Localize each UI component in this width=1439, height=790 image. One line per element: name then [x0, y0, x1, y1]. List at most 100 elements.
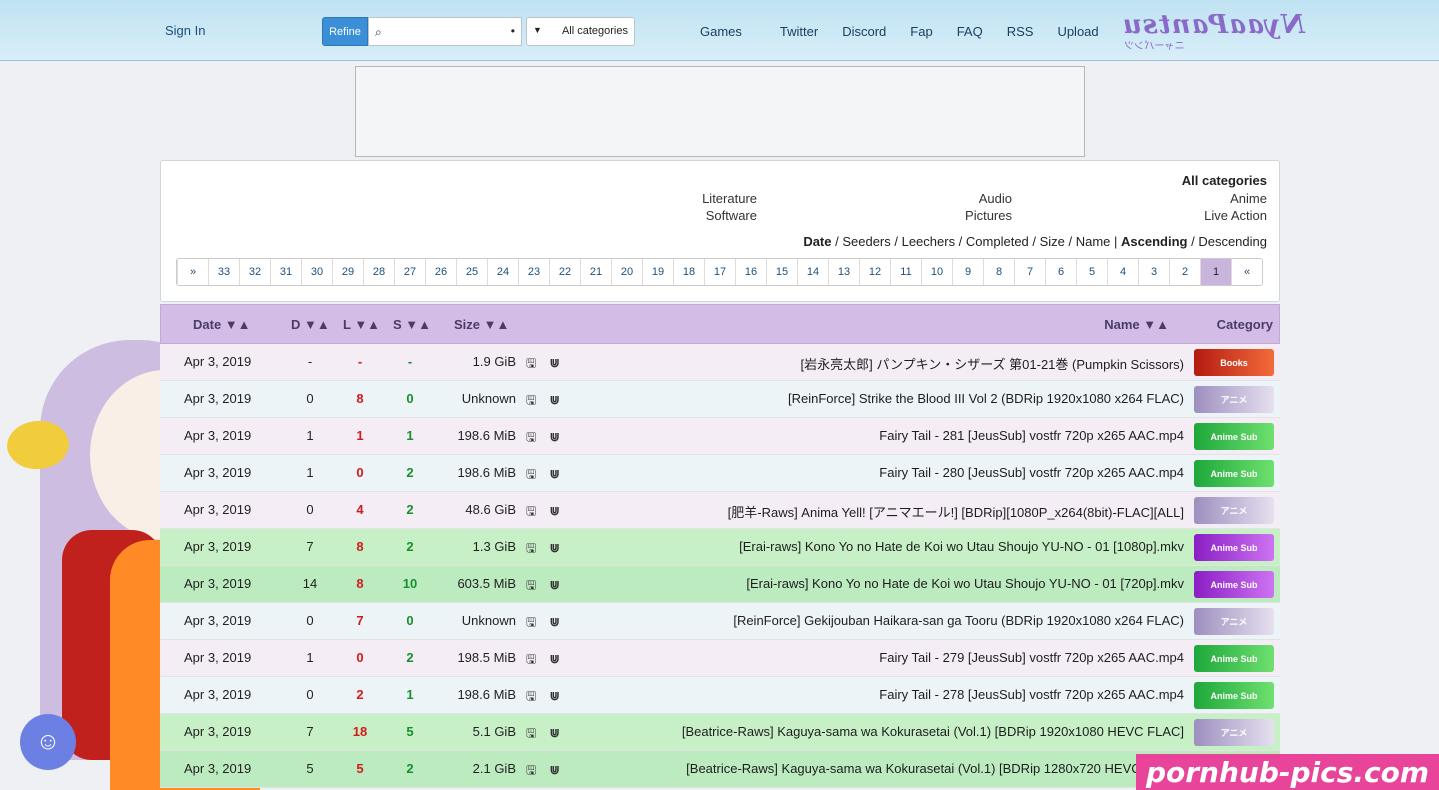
pagination-page-25[interactable]: 25	[456, 259, 487, 285]
category-live-action[interactable]: Live Action	[1204, 208, 1267, 223]
pagination-page-3[interactable]: 3	[1138, 259, 1169, 285]
pagination-page-28[interactable]: 28	[363, 259, 394, 285]
category-badge[interactable]: Anime Sub	[1194, 534, 1274, 561]
download-icon[interactable]: 🖫	[526, 430, 537, 444]
pagination-page-9[interactable]: 9	[952, 259, 983, 285]
nav-upload[interactable]: Upload	[1057, 24, 1099, 39]
nav-twitter[interactable]: Twitter	[779, 24, 819, 39]
download-icon[interactable]: 🖫	[526, 504, 537, 518]
download-icon[interactable]: 🖫	[526, 541, 537, 555]
pagination-page-23[interactable]: 23	[518, 259, 549, 285]
pagination-page-22[interactable]: 22	[549, 259, 580, 285]
pagination-page-7[interactable]: 7	[1014, 259, 1045, 285]
nav-rss[interactable]: RSS	[1006, 24, 1034, 39]
download-icon[interactable]: 🖫	[526, 615, 537, 629]
download-icon[interactable]: 🖫	[526, 356, 537, 370]
pagination-page-6[interactable]: 6	[1045, 259, 1076, 285]
torrent-name-link[interactable]: [ReinForce] Strike the Blood III Vol 2 (…	[788, 391, 1184, 406]
torrent-name-link[interactable]: Fairy Tail - 279 [JeusSub] vostfr 720p x…	[879, 650, 1184, 665]
pagination-page-8[interactable]: 8	[983, 259, 1014, 285]
pagination-page-17[interactable]: 17	[704, 259, 735, 285]
download-icon[interactable]: 🖫	[526, 763, 537, 777]
download-icon[interactable]: 🖫	[526, 689, 537, 703]
category-literature[interactable]: Literature	[702, 191, 757, 206]
download-icon[interactable]: 🖫	[526, 393, 537, 407]
nav-games[interactable]: Games	[700, 24, 742, 39]
torrent-name-link[interactable]: Fairy Tail - 280 [JeusSub] vostfr 720p x…	[879, 465, 1184, 480]
sort-date[interactable]: Date	[803, 234, 832, 249]
sign-in-link[interactable]: Sign In	[165, 23, 206, 38]
magnet-icon[interactable]: ⋓	[546, 578, 560, 592]
category-badge[interactable]: Anime Sub	[1194, 460, 1274, 487]
magnet-icon[interactable]: ⋓	[546, 430, 560, 444]
pagination-page-20[interactable]: 20	[611, 259, 642, 285]
pagination-page-24[interactable]: 24	[487, 259, 518, 285]
header-leechers[interactable]: L ▼▲	[343, 317, 381, 332]
magnet-icon[interactable]: ⋓	[546, 356, 560, 370]
magnet-icon[interactable]: ⋓	[546, 615, 560, 629]
pagination-page-2[interactable]: 2	[1169, 259, 1200, 285]
pagination-page-13[interactable]: 13	[828, 259, 859, 285]
category-badge[interactable]: アニメ	[1194, 608, 1274, 635]
nav-fap[interactable]: Fap	[910, 24, 933, 39]
sort-descending[interactable]: / Descending	[1187, 234, 1267, 249]
magnet-icon[interactable]: ⋓	[546, 541, 560, 555]
pagination-page-33[interactable]: 33	[208, 259, 239, 285]
torrent-name-link[interactable]: [Beatrice-Raws] Kaguya-sama wa Kokuraset…	[686, 761, 1184, 776]
search-input[interactable]	[369, 18, 521, 45]
pagination-page-5[interactable]: 5	[1076, 259, 1107, 285]
pagination-page-27[interactable]: 27	[394, 259, 425, 285]
header-seeders[interactable]: S ▼▲	[393, 317, 432, 332]
torrent-name-link[interactable]: [ReinForce] Gekijouban Haikara-san ga To…	[733, 613, 1184, 628]
discord-widget-button[interactable]: ☺	[20, 714, 76, 770]
pagination-page-19[interactable]: 19	[642, 259, 673, 285]
category-badge[interactable]: アニメ	[1194, 497, 1274, 524]
pagination-page-29[interactable]: 29	[332, 259, 363, 285]
torrent-name-link[interactable]: [Erai-raws] Kono Yo no Hate de Koi wo Ut…	[739, 539, 1184, 554]
magnet-icon[interactable]: ⋓	[546, 689, 560, 703]
magnet-icon[interactable]: ⋓	[546, 467, 560, 481]
pagination-page-12[interactable]: 12	[859, 259, 890, 285]
pagination-page-18[interactable]: 18	[673, 259, 704, 285]
search-mode-dot[interactable]: •	[510, 24, 515, 38]
torrent-name-link[interactable]: Fairy Tail - 278 [JeusSub] vostfr 720p x…	[879, 687, 1184, 702]
torrent-name-link[interactable]: [Beatrice-Raws] Kaguya-sama wa Kokuraset…	[681, 724, 1184, 739]
download-icon[interactable]: 🖫	[526, 578, 537, 592]
pagination-page-30[interactable]: 30	[301, 259, 332, 285]
category-badge[interactable]: Anime Sub	[1194, 423, 1274, 450]
torrent-name-link[interactable]: Fairy Tail - 281 [JeusSub] vostfr 720p x…	[879, 428, 1184, 443]
magnet-icon[interactable]: ⋓	[546, 726, 560, 740]
category-pictures[interactable]: Pictures	[965, 208, 1012, 223]
category-badge[interactable]: Books	[1194, 349, 1274, 376]
sort-other-fields[interactable]: / Seeders / Leechers / Completed / Size …	[831, 234, 1115, 249]
nav-discord[interactable]: Discord	[842, 24, 887, 39]
magnet-icon[interactable]: ⋓	[546, 652, 560, 666]
pagination-page-1[interactable]: 1	[1200, 259, 1231, 285]
nav-faq[interactable]: FAQ	[956, 24, 983, 39]
pagination-page-31[interactable]: 31	[270, 259, 301, 285]
pagination-page-26[interactable]: 26	[425, 259, 456, 285]
torrent-name-link[interactable]: [肥羊-Raws] Anima Yell! [アニマエール!] [BDRip][…	[727, 505, 1184, 520]
header-category[interactable]: Category	[1216, 317, 1273, 332]
pagination-page-14[interactable]: 14	[797, 259, 828, 285]
download-icon[interactable]: 🖫	[526, 467, 537, 481]
download-icon[interactable]: 🖫	[526, 652, 537, 666]
download-icon[interactable]: 🖫	[526, 726, 537, 740]
category-select[interactable]: ▼ All categories	[526, 17, 635, 46]
pagination-page-10[interactable]: 10	[921, 259, 952, 285]
magnet-icon[interactable]: ⋓	[546, 504, 560, 518]
pagination-page-4[interactable]: 4	[1107, 259, 1138, 285]
category-badge[interactable]: アニメ	[1194, 386, 1274, 413]
refine-button[interactable]: Refine	[322, 17, 368, 46]
pagination-page-21[interactable]: 21	[580, 259, 611, 285]
category-badge[interactable]: Anime Sub	[1194, 682, 1274, 709]
header-completed[interactable]: D ▼▲	[291, 317, 330, 332]
category-software[interactable]: Software	[705, 208, 757, 223]
magnet-icon[interactable]: ⋓	[546, 763, 560, 777]
header-name[interactable]: Name ▼▲	[1104, 317, 1169, 332]
category-badge[interactable]: Anime Sub	[1194, 645, 1274, 672]
header-date[interactable]: Date ▼▲	[193, 317, 251, 332]
category-anime[interactable]: Anime	[1230, 191, 1267, 206]
header-size[interactable]: Size ▼▲	[454, 317, 510, 332]
category-badge[interactable]: Anime Sub	[1194, 571, 1274, 598]
